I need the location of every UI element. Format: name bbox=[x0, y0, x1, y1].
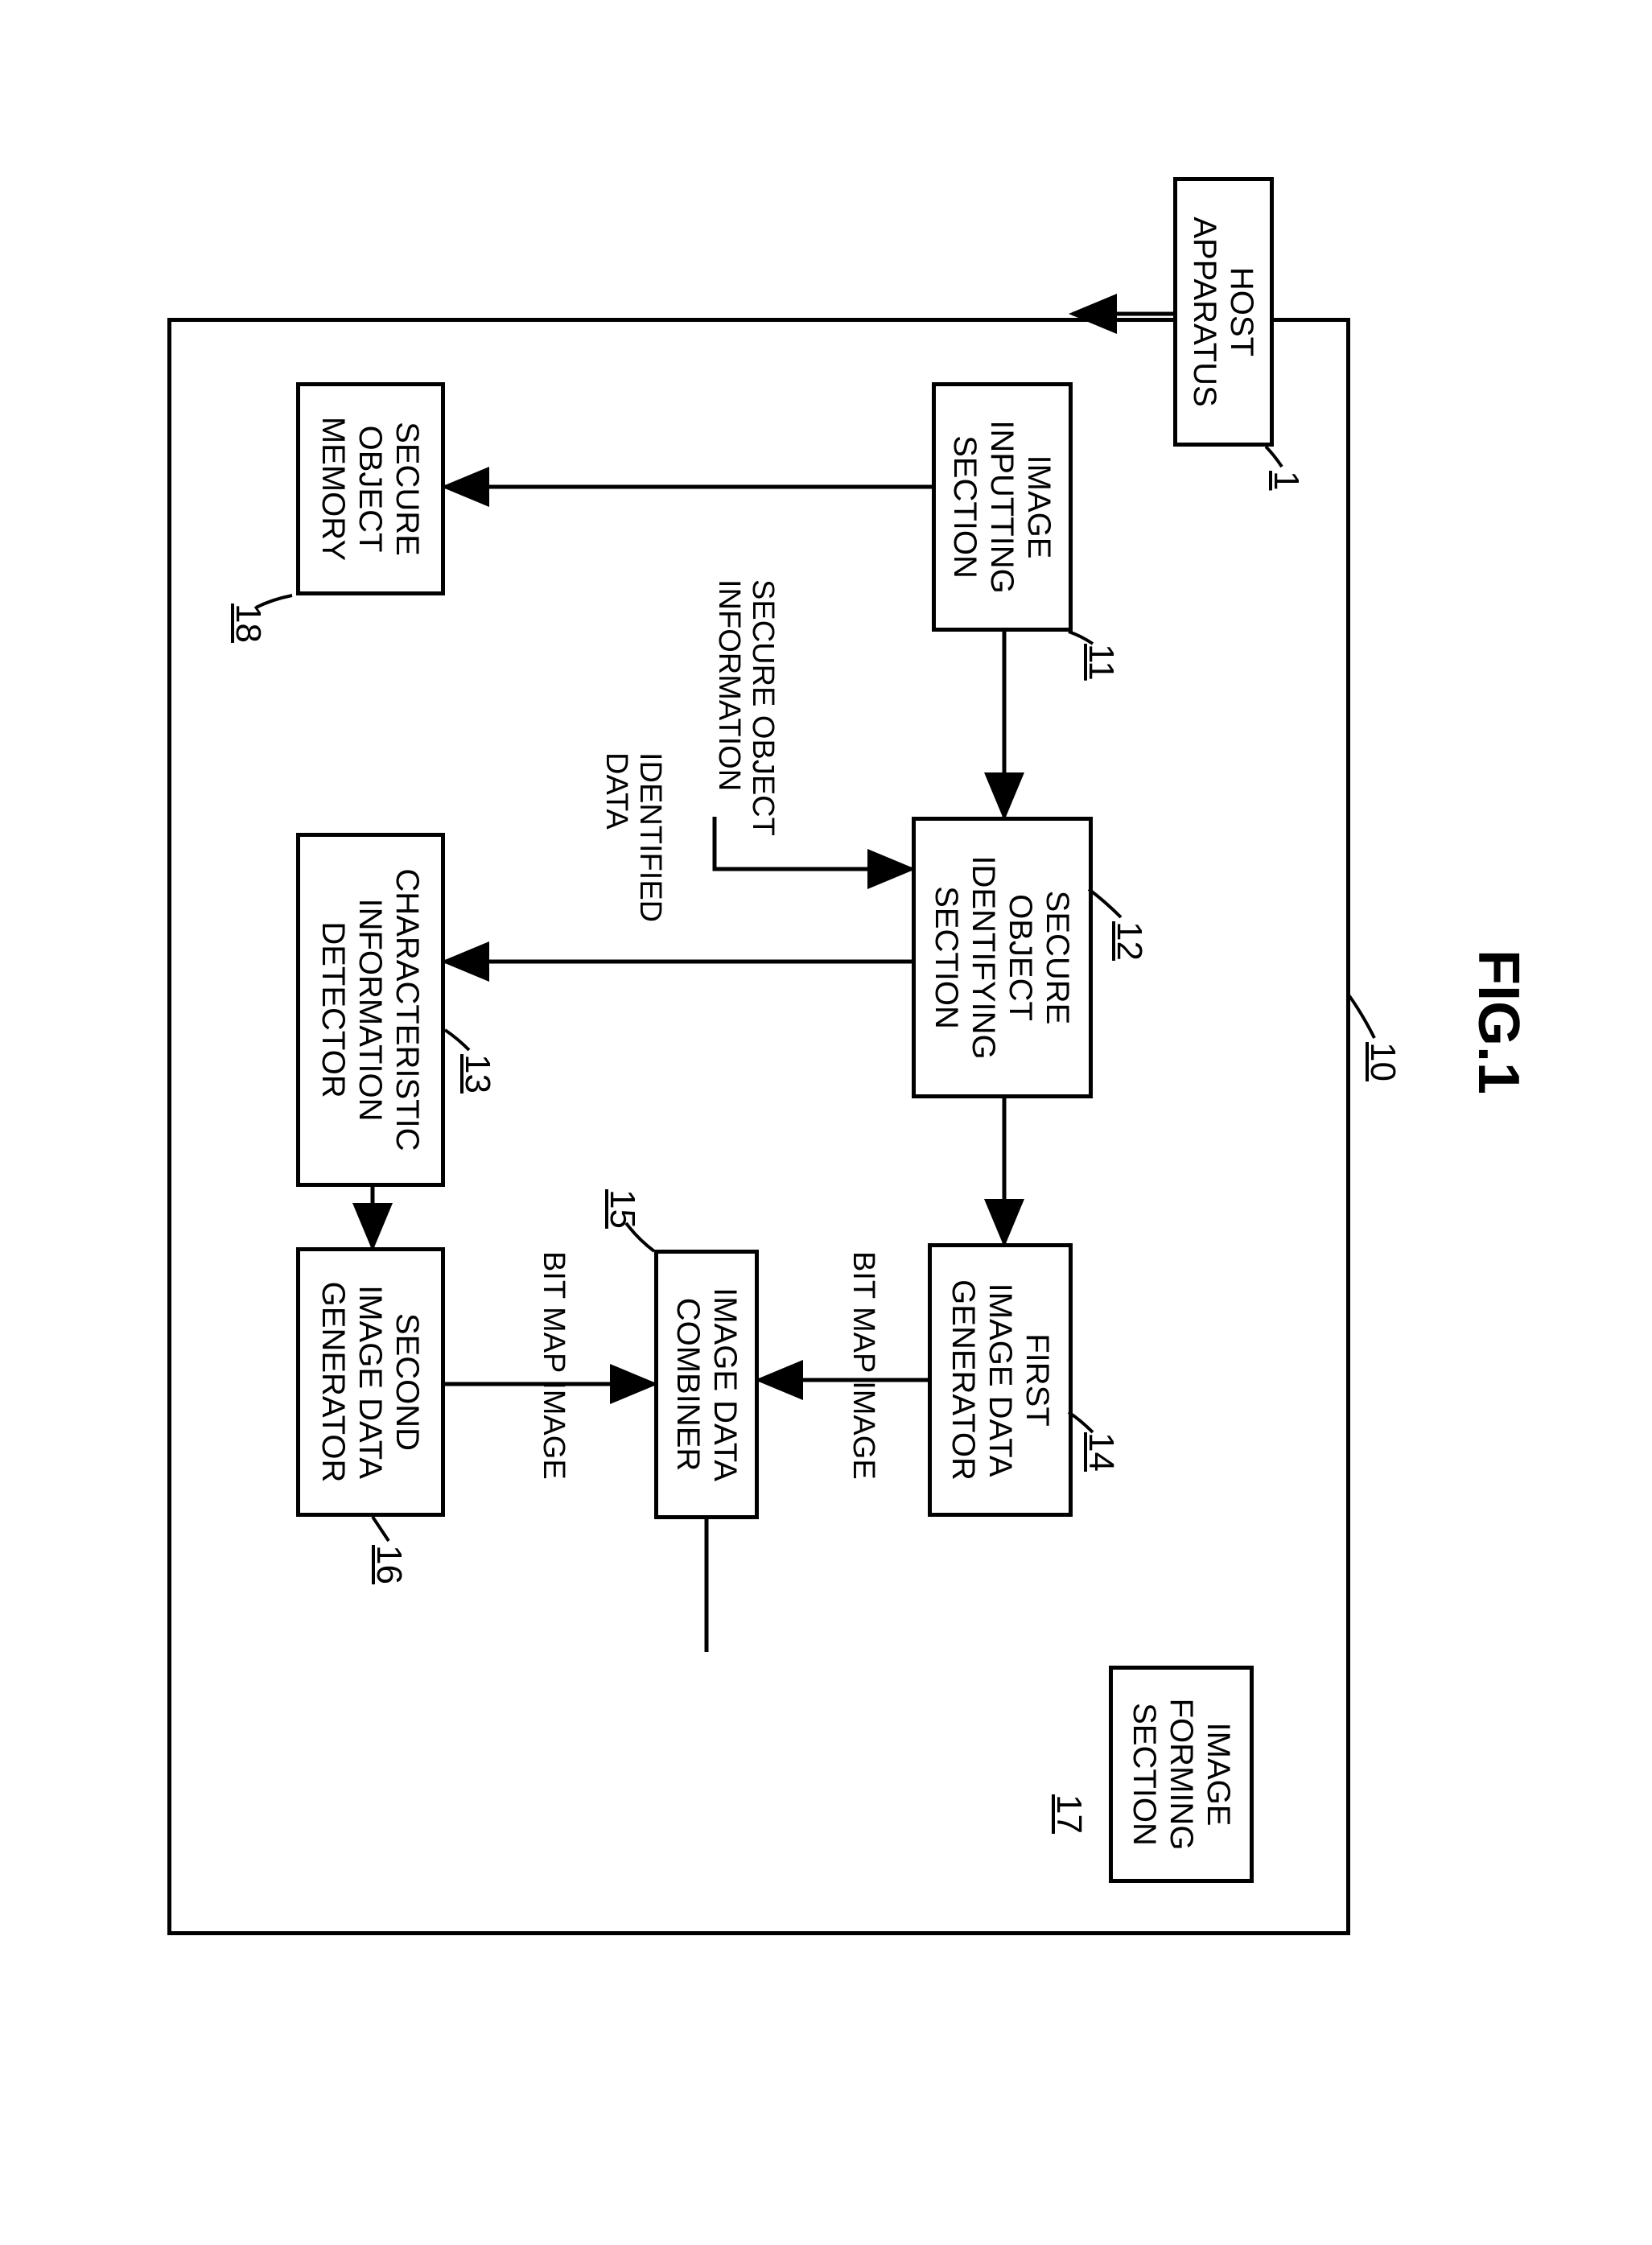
node-label: SECONDIMAGE DATAGENERATOR bbox=[315, 1282, 426, 1483]
edge-label-soi: SECURE OBJECTINFORMATION bbox=[711, 579, 779, 836]
node-image-inputting: IMAGEINPUTTINGSECTION bbox=[932, 382, 1073, 632]
edge-label-identified-data: IDENTIFIEDDATA bbox=[599, 752, 666, 922]
ref-label-17: 17 bbox=[1048, 1794, 1089, 1834]
ref-label-15: 15 bbox=[602, 1189, 642, 1229]
ref-label-12: 12 bbox=[1109, 921, 1149, 961]
diagram-root: FIG.1 10 HOSTAPPARATUS 1 IMAGEINPUTTINGS… bbox=[0, 0, 1652, 2245]
node-host-apparatus: HOSTAPPARATUS bbox=[1173, 177, 1274, 447]
node-characteristic-detector: CHARACTERISTICINFORMATIONDETECTOR bbox=[296, 833, 445, 1187]
node-secure-memory: SECUREOBJECTMEMORY bbox=[296, 382, 445, 595]
ref-label-13: 13 bbox=[457, 1054, 497, 1094]
node-label: SECUREOBJECTIDENTIFYINGSECTION bbox=[929, 855, 1077, 1059]
node-second-generator: SECONDIMAGE DATAGENERATOR bbox=[296, 1247, 445, 1517]
node-label: IMAGEFORMINGSECTION bbox=[1126, 1699, 1237, 1851]
ref-label-10: 10 bbox=[1362, 1042, 1403, 1081]
ref-label-16: 16 bbox=[369, 1545, 409, 1584]
node-first-generator: FIRSTIMAGE DATAGENERATOR bbox=[928, 1243, 1073, 1517]
ref-label-11: 11 bbox=[1081, 644, 1121, 681]
edge-label-bitmap-1: BIT MAP IMAGE bbox=[846, 1251, 880, 1480]
ref-label-14: 14 bbox=[1081, 1432, 1121, 1472]
node-label: HOSTAPPARATUS bbox=[1187, 216, 1261, 406]
node-label: CHARACTERISTICINFORMATIONDETECTOR bbox=[315, 868, 426, 1151]
node-label: IMAGE DATACOMBINER bbox=[669, 1287, 744, 1481]
figure-title: FIG.1 bbox=[1465, 949, 1531, 1094]
edge-label-bitmap-2: BIT MAP IMAGE bbox=[536, 1251, 570, 1480]
ref-label-18: 18 bbox=[228, 603, 268, 643]
ref-label-1: 1 bbox=[1266, 471, 1306, 490]
node-label: SECUREOBJECTMEMORY bbox=[315, 417, 426, 561]
node-image-combiner: IMAGE DATACOMBINER bbox=[654, 1250, 759, 1519]
node-secure-identifying: SECUREOBJECTIDENTIFYINGSECTION bbox=[912, 817, 1093, 1098]
node-label: IMAGEINPUTTINGSECTION bbox=[947, 420, 1058, 594]
node-label: FIRSTIMAGE DATAGENERATOR bbox=[945, 1279, 1056, 1481]
node-image-forming: IMAGEFORMINGSECTION bbox=[1109, 1666, 1254, 1883]
